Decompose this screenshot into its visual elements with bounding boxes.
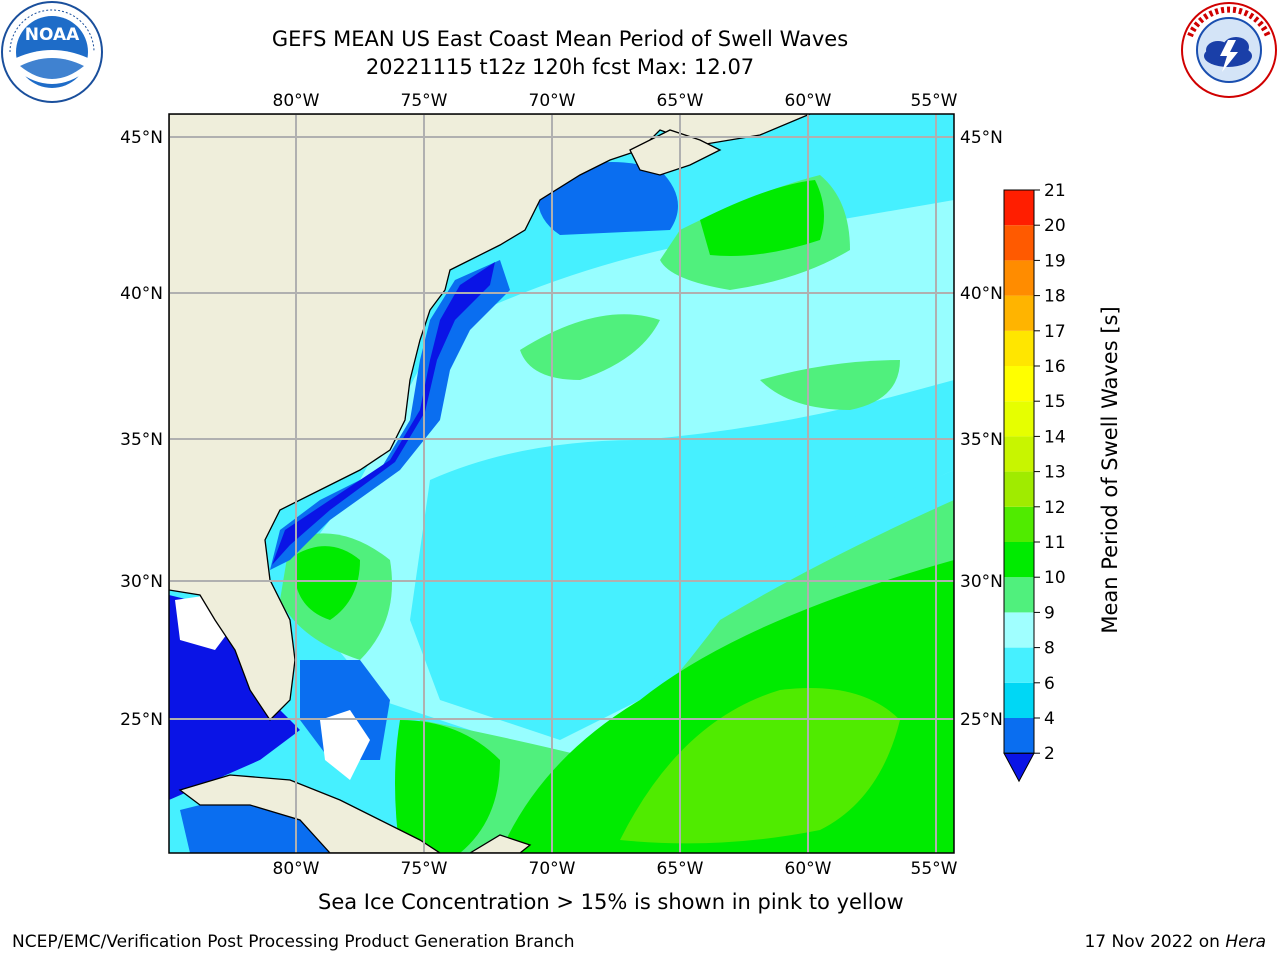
colorbar-cell bbox=[1004, 190, 1034, 226]
colorbar-cell bbox=[1004, 577, 1034, 613]
lat-label-left: 30°N bbox=[120, 572, 163, 592]
lon-label-bottom: 60°W bbox=[785, 859, 832, 879]
lon-label-bottom: 65°W bbox=[657, 859, 704, 879]
map-frame bbox=[168, 113, 955, 854]
lat-label-right: 30°N bbox=[960, 572, 1003, 592]
colorbar-tick-label: 11 bbox=[1044, 533, 1066, 553]
footer-date-text: 17 Nov 2022 on bbox=[1084, 932, 1226, 952]
colorbar-tick-label: 15 bbox=[1044, 392, 1066, 412]
noaa-logo: NOAA bbox=[1, 1, 103, 103]
footer-host: Hera bbox=[1225, 932, 1266, 952]
colorbar-cell bbox=[1004, 612, 1034, 648]
colorbar-cell bbox=[1004, 647, 1034, 683]
lat-label-right: 45°N bbox=[960, 128, 1003, 148]
colorbar-tick-label: 12 bbox=[1044, 498, 1066, 518]
lon-label-bottom: 55°W bbox=[911, 859, 958, 879]
colorbar-label: Mean Period of Swell Waves [s] bbox=[1098, 306, 1122, 634]
lat-label-left: 45°N bbox=[120, 128, 163, 148]
lat-label-right: 35°N bbox=[960, 430, 1003, 450]
colorbar-cell bbox=[1004, 471, 1034, 507]
lon-label-top: 75°W bbox=[401, 91, 448, 111]
colorbar-cell bbox=[1004, 718, 1034, 754]
colorbar-cell bbox=[1004, 542, 1034, 578]
nws-logo bbox=[1181, 2, 1277, 98]
lon-label-top: 55°W bbox=[911, 91, 958, 111]
lon-label-top: 80°W bbox=[273, 91, 320, 111]
colorbar-tick-label: 6 bbox=[1044, 674, 1055, 694]
colorbar-tick-label: 16 bbox=[1044, 357, 1066, 377]
lon-label-bottom: 75°W bbox=[401, 859, 448, 879]
lat-label-left: 40°N bbox=[120, 284, 163, 304]
colorbar-tick-label: 9 bbox=[1044, 603, 1055, 623]
lon-label-top: 60°W bbox=[785, 91, 832, 111]
colorbar-cell bbox=[1004, 366, 1034, 402]
colorbar-tick-label: 2 bbox=[1044, 744, 1055, 764]
chart-title: GEFS MEAN US East Coast Mean Period of S… bbox=[271, 27, 849, 51]
lat-label-left: 35°N bbox=[120, 430, 163, 450]
colorbar: 2 4 6 8 9 10 11 12 13 14 15 16 17 18 19 20 21 bbox=[1003, 181, 1066, 783]
footer-date: 17 Nov 2022 on Hera bbox=[1084, 932, 1266, 952]
colorbar-tick-label: 13 bbox=[1044, 463, 1066, 483]
colorbar-tick-label: 10 bbox=[1044, 568, 1066, 588]
colorbar-tick-label: 17 bbox=[1044, 322, 1066, 342]
colorbar-cell bbox=[1004, 506, 1034, 542]
svg-text:NOAA: NOAA bbox=[25, 25, 80, 45]
map-field bbox=[169, 114, 954, 853]
colorbar-cell bbox=[1004, 330, 1034, 366]
colorbar-cell bbox=[1004, 295, 1034, 331]
lon-label-top: 65°W bbox=[657, 91, 704, 111]
sea-ice-note: Sea Ice Concentration > 15% is shown in … bbox=[318, 890, 904, 914]
lat-label-right: 25°N bbox=[960, 710, 1003, 730]
colorbar-tick-label: 21 bbox=[1044, 181, 1066, 201]
colorbar-tick-label: 14 bbox=[1044, 427, 1066, 447]
colorbar-cell bbox=[1004, 682, 1034, 718]
lon-label-top: 70°W bbox=[529, 91, 576, 111]
colorbar-tick-label: 8 bbox=[1044, 639, 1055, 659]
colorbar-under-arrow bbox=[1003, 752, 1035, 783]
footer-credit: NCEP/EMC/Verification Post Processing Pr… bbox=[12, 932, 575, 952]
lon-label-bottom: 80°W bbox=[273, 859, 320, 879]
colorbar-cell bbox=[1004, 401, 1034, 437]
colorbar-cell bbox=[1004, 260, 1034, 296]
colorbar-tick-label: 20 bbox=[1044, 216, 1066, 236]
colorbar-tick-label: 4 bbox=[1044, 709, 1055, 729]
colorbar-cell bbox=[1004, 225, 1034, 261]
lat-label-left: 25°N bbox=[120, 710, 163, 730]
colorbar-cell bbox=[1004, 436, 1034, 472]
lat-label-right: 40°N bbox=[960, 284, 1003, 304]
lon-label-bottom: 70°W bbox=[529, 859, 576, 879]
chart-subtitle: 20221115 t12z 120h fcst Max: 12.07 bbox=[365, 55, 755, 79]
colorbar-tick-label: 19 bbox=[1044, 251, 1066, 271]
colorbar-tick-label: 18 bbox=[1044, 287, 1066, 307]
map-gridlines bbox=[169, 114, 954, 853]
